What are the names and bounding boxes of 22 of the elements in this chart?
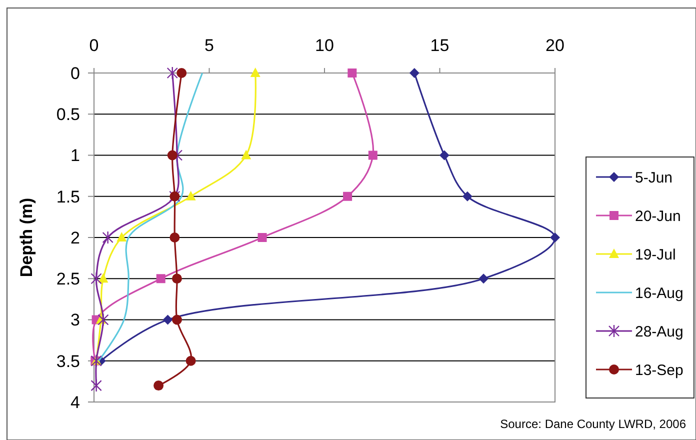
y-tick-label: 3 bbox=[70, 310, 80, 330]
source-note: Source: Dane County LWRD, 2006 bbox=[500, 417, 686, 431]
legend-label: 13-Sep bbox=[635, 362, 684, 379]
legend-label: 5-Jun bbox=[635, 169, 673, 186]
y-tick-label: 0.5 bbox=[56, 105, 80, 124]
y-tick-label: 3.5 bbox=[56, 352, 80, 371]
legend-label: 28-Aug bbox=[635, 323, 684, 340]
x-tick-label: 10 bbox=[315, 36, 334, 55]
y-axis-title: Depth (m) bbox=[17, 198, 36, 278]
y-tick-label: 1 bbox=[70, 146, 80, 166]
y-tick-label: 2 bbox=[70, 228, 80, 248]
legend-label: 16-Aug bbox=[635, 284, 684, 302]
x-tick-label: 0 bbox=[89, 36, 99, 55]
y-tick-label: 1.5 bbox=[56, 187, 80, 206]
y-tick-label: 0 bbox=[70, 64, 80, 83]
legend-label: 20-Jun bbox=[635, 208, 681, 225]
y-tick-label: 2.5 bbox=[56, 270, 80, 289]
legend-label: 19-Jul bbox=[635, 246, 676, 264]
x-tick-label: 20 bbox=[546, 36, 564, 55]
x-tick-label: 5 bbox=[204, 36, 214, 55]
x-tick-label: 15 bbox=[430, 36, 450, 55]
y-tick-label: 4 bbox=[70, 392, 80, 412]
